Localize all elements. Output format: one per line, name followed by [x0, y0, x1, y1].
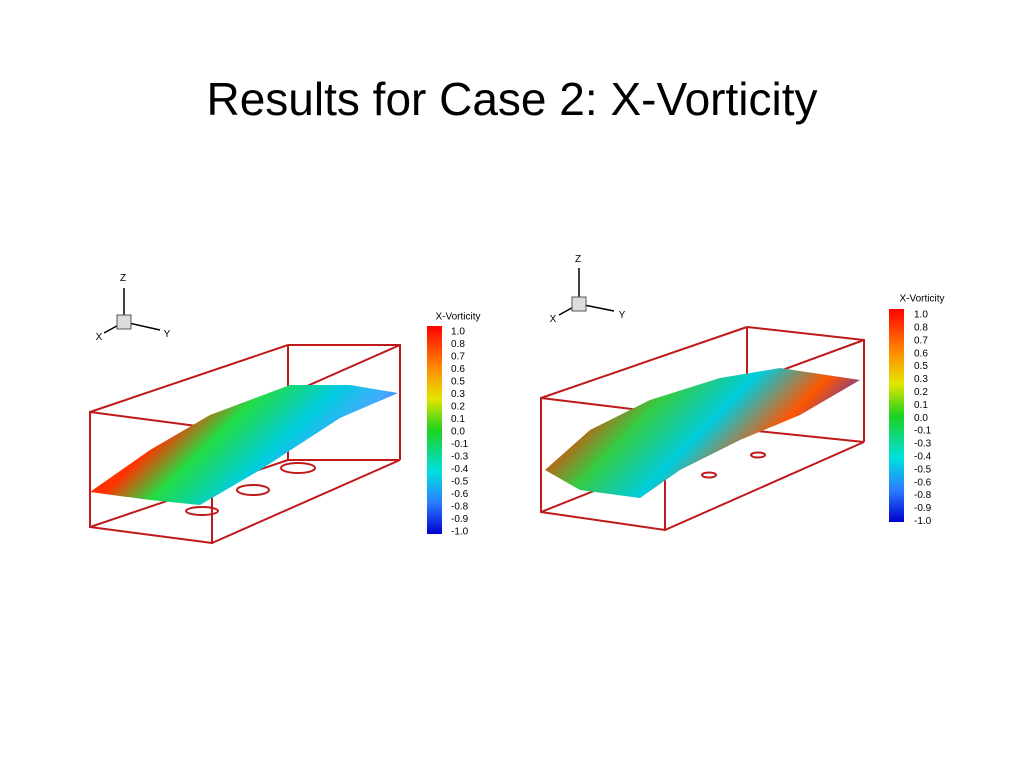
legend-label: 1.0	[451, 327, 465, 338]
legend-label: 1.0	[914, 310, 928, 321]
legend-label: -0.3	[451, 452, 469, 463]
legend-label: 0.3	[451, 389, 465, 400]
legend-title: X-Vorticity	[899, 294, 944, 305]
axis-label: Y	[164, 329, 171, 340]
axis-label: Z	[120, 273, 126, 284]
legend-label: -0.1	[914, 426, 932, 437]
holes	[185, 462, 316, 516]
legend-label: 0.3	[914, 374, 928, 385]
legend-label: -0.9	[451, 514, 469, 525]
legend-label: 0.2	[451, 402, 465, 413]
legend-label: -0.8	[914, 490, 932, 501]
legend-label: 0.0	[451, 427, 465, 438]
legend-label: -0.4	[451, 464, 469, 475]
axis-label: X	[96, 332, 103, 343]
panel-2: Z Y X X-Vorticity 1.0 0.80.7 0.6 0.5 0.3 0.2 0…	[540, 254, 945, 532]
legend-label: 0.6	[451, 364, 465, 375]
legend-label: 0.1	[914, 400, 928, 411]
legend-label: 0.5	[914, 361, 928, 372]
axis-triad	[558, 268, 615, 316]
legend-label: -0.6	[914, 477, 932, 488]
holes	[701, 451, 766, 479]
legend-label: 0.8	[451, 339, 465, 350]
panel-1: Z Y X X-Vorticity 1.00.80.70.60.50.30.20…	[89, 273, 481, 545]
legend-label: -0.1	[451, 439, 469, 450]
colorbar	[889, 309, 904, 522]
legend-label: 0.7	[451, 352, 465, 363]
surface	[545, 368, 860, 498]
legend-label: -1.0	[914, 516, 932, 527]
legend-label: -0.5	[451, 477, 469, 488]
legend-label: 0.7	[914, 335, 928, 346]
slide-title: Results for Case 2: X-Vorticity	[207, 73, 818, 125]
legend-label: 0.2	[914, 387, 928, 398]
legend-label: -0.4	[914, 452, 932, 463]
legend-labels: 1.00.8 0.70.6 0.50.3 0.20.1 0.0-0.1 -0.3-0.4 -…	[451, 327, 469, 538]
legend-label: 0.6	[914, 348, 928, 359]
legend-label: -0.3	[914, 439, 932, 450]
axis-triad	[103, 288, 161, 334]
legend-label: 0.5	[451, 377, 465, 388]
legend-label: 0.8	[914, 323, 928, 334]
surface	[90, 385, 398, 505]
legend-label: 0.0	[914, 413, 928, 424]
legend-label: -1.0	[451, 527, 469, 538]
colorbar	[427, 326, 442, 534]
axis-label: Y	[619, 310, 626, 321]
legend-label: -0.8	[451, 502, 469, 513]
legend-label: -0.5	[914, 464, 932, 475]
legend-label: -0.9	[914, 503, 932, 514]
axis-label: Z	[575, 254, 581, 265]
legend-title: X-Vorticity	[435, 312, 480, 323]
axis-label: X	[550, 314, 557, 325]
legend-label: 0.1	[451, 414, 465, 425]
legend-labels: 1.00.80.70.60.50.30.20.10.0-0.1-0.3-0.4-…	[914, 310, 932, 527]
legend-label: -0.6	[451, 489, 469, 500]
